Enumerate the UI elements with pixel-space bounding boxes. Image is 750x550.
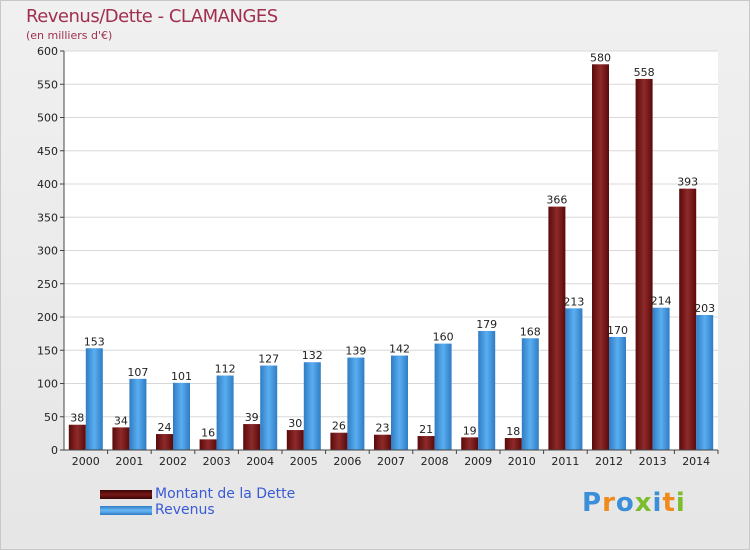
bars xyxy=(68,64,714,451)
chart-subtitle: (en milliers d'€) xyxy=(26,29,113,42)
y-tick-label: 300 xyxy=(37,245,58,258)
bar-revenue xyxy=(216,375,234,450)
x-tick-label: 2011 xyxy=(551,455,579,468)
bar-debt xyxy=(68,424,86,450)
bar-revenue xyxy=(129,378,147,450)
bar-debt xyxy=(199,439,217,450)
bar-debt xyxy=(286,430,304,450)
x-tick-label: 2005 xyxy=(290,455,318,468)
axes: 0 50 100 150 200 250 300 350 400 450 500 550 600 2000… xyxy=(37,45,719,468)
value-label-debt: 558 xyxy=(634,66,655,79)
value-label-debt: 16 xyxy=(201,426,215,439)
value-label-debt: 38 xyxy=(70,412,84,425)
bar-revenue xyxy=(609,336,626,450)
bar-debt xyxy=(112,427,130,450)
bar-debt xyxy=(461,437,479,450)
y-tick-label: 200 xyxy=(37,311,58,324)
value-label-debt: 34 xyxy=(114,414,128,427)
y-tick-label: 150 xyxy=(37,344,58,357)
bar-debt xyxy=(243,424,261,450)
value-label-revenue: 142 xyxy=(389,343,410,356)
legend-label-revenue: Revenus xyxy=(155,502,215,518)
bar-debt xyxy=(679,188,697,450)
value-label-revenue: 112 xyxy=(215,363,236,376)
bar-debt xyxy=(592,64,609,451)
bar-debt xyxy=(417,436,435,450)
value-label-debt: 30 xyxy=(288,417,302,430)
x-tick-label: 2001 xyxy=(115,455,143,468)
x-tick-label: 2010 xyxy=(508,455,536,468)
y-tick-label: 0 xyxy=(51,444,58,457)
x-tick-label: 2000 xyxy=(72,455,100,468)
value-label-revenue: 213 xyxy=(563,295,584,308)
bar-debt xyxy=(156,434,173,450)
value-label-revenue: 168 xyxy=(520,325,541,338)
bar-debt xyxy=(374,434,391,450)
value-label-revenue: 153 xyxy=(84,335,105,348)
value-label-debt: 18 xyxy=(506,425,520,438)
value-label-debt: 19 xyxy=(463,424,477,437)
bar-revenue xyxy=(173,382,190,450)
bar-revenue xyxy=(260,365,278,450)
x-tick-label: 2012 xyxy=(595,455,623,468)
x-tick-label: 2003 xyxy=(203,455,231,468)
y-tick-label: 350 xyxy=(37,211,58,224)
x-tick-label: 2008 xyxy=(421,455,449,468)
legend-swatch-debt xyxy=(100,490,152,499)
bar-revenue xyxy=(521,338,539,450)
value-label-revenue: 139 xyxy=(345,345,366,358)
legend-swatch-revenue xyxy=(100,506,152,515)
x-tick-label: 2004 xyxy=(246,455,274,468)
y-tick-label: 400 xyxy=(37,178,58,191)
value-label-debt: 366 xyxy=(546,194,567,207)
y-tick-label: 50 xyxy=(44,411,58,424)
x-tick-label: 2013 xyxy=(639,455,667,468)
value-label-revenue: 214 xyxy=(651,295,672,308)
bar-revenue xyxy=(85,348,103,450)
chart-title: Revenus/Dette - CLAMANGES xyxy=(26,6,278,27)
bar-debt xyxy=(635,78,653,451)
value-label-debt: 393 xyxy=(677,176,698,189)
value-label-debt: 39 xyxy=(245,411,259,424)
value-label-debt: 580 xyxy=(590,51,611,64)
value-label-debt: 24 xyxy=(158,421,172,434)
value-label-debt: 23 xyxy=(376,422,390,435)
x-tick-label: 2006 xyxy=(333,455,361,468)
bar-revenue xyxy=(434,343,452,450)
y-tick-label: 550 xyxy=(37,78,58,91)
bar-revenue xyxy=(303,362,321,450)
bar-revenue xyxy=(565,308,583,450)
bar-debt xyxy=(548,206,566,450)
x-tick-label: 2002 xyxy=(159,455,187,468)
y-tick-label: 600 xyxy=(37,45,58,58)
value-label-debt: 26 xyxy=(332,420,346,433)
bar-revenue xyxy=(652,307,670,450)
value-label-revenue: 101 xyxy=(171,370,192,383)
y-tick-label: 450 xyxy=(37,145,58,158)
value-label-revenue: 107 xyxy=(127,366,148,379)
y-tick-label: 100 xyxy=(37,378,58,391)
bar-revenue xyxy=(696,315,714,450)
bar-debt xyxy=(504,438,522,450)
y-tick-label: 250 xyxy=(37,278,58,291)
x-tick-label: 2007 xyxy=(377,455,405,468)
value-label-debt: 21 xyxy=(419,423,433,436)
proxiti-logo: Proxiti xyxy=(582,488,686,518)
value-label-revenue: 160 xyxy=(433,331,454,344)
value-label-revenue: 170 xyxy=(607,324,628,337)
bar-revenue xyxy=(391,355,408,450)
legend-label-debt: Montant de la Dette xyxy=(155,486,296,502)
bar-revenue xyxy=(478,330,496,450)
value-label-revenue: 127 xyxy=(258,353,279,366)
value-label-revenue: 203 xyxy=(694,302,715,315)
value-label-revenue: 132 xyxy=(302,349,323,362)
bar-revenue xyxy=(347,357,365,450)
x-tick-label: 2009 xyxy=(464,455,492,468)
bar-debt xyxy=(330,432,348,450)
value-label-revenue: 179 xyxy=(476,318,497,331)
y-tick-label: 500 xyxy=(37,112,58,125)
x-tick-label: 2014 xyxy=(682,455,710,468)
value-labels: 38 153 34 107 24 101 16 112 39 127 30 132 26 139 23 142… xyxy=(70,51,715,439)
